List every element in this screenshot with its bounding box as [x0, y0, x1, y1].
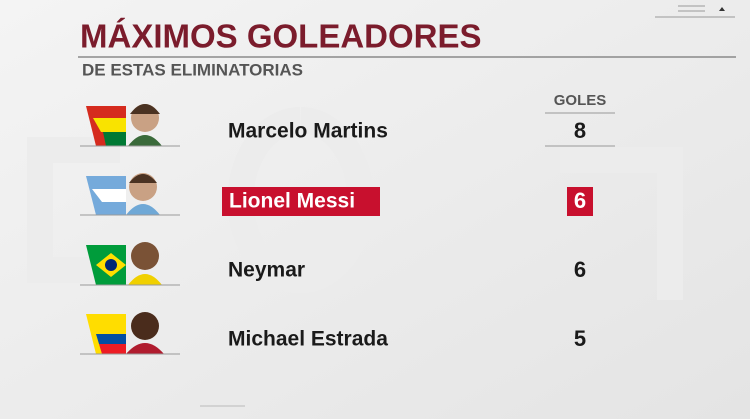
player-name: Marcelo Martins [228, 120, 388, 143]
goals: 6 [574, 188, 586, 213]
top-controls [655, 5, 735, 18]
goals: 6 [574, 257, 586, 282]
subtitle: DE ESTAS ELIMINATORIAS [82, 60, 303, 79]
column-header: GOLES [554, 92, 607, 109]
goals: 8 [574, 118, 586, 143]
row: Michael Estrada 5 [80, 312, 586, 355]
row: Lionel Messi 6 [80, 173, 593, 216]
player-name: Neymar [228, 259, 305, 282]
watermark [27, 107, 683, 300]
player-name: Lionel Messi [229, 190, 355, 213]
row: Marcelo Martins 8 [80, 104, 615, 147]
title: MÁXIMOS GOLEADORES [80, 18, 482, 55]
row: Neymar 6 [80, 242, 586, 286]
player-name: Michael Estrada [228, 328, 388, 351]
goals: 5 [574, 326, 586, 351]
